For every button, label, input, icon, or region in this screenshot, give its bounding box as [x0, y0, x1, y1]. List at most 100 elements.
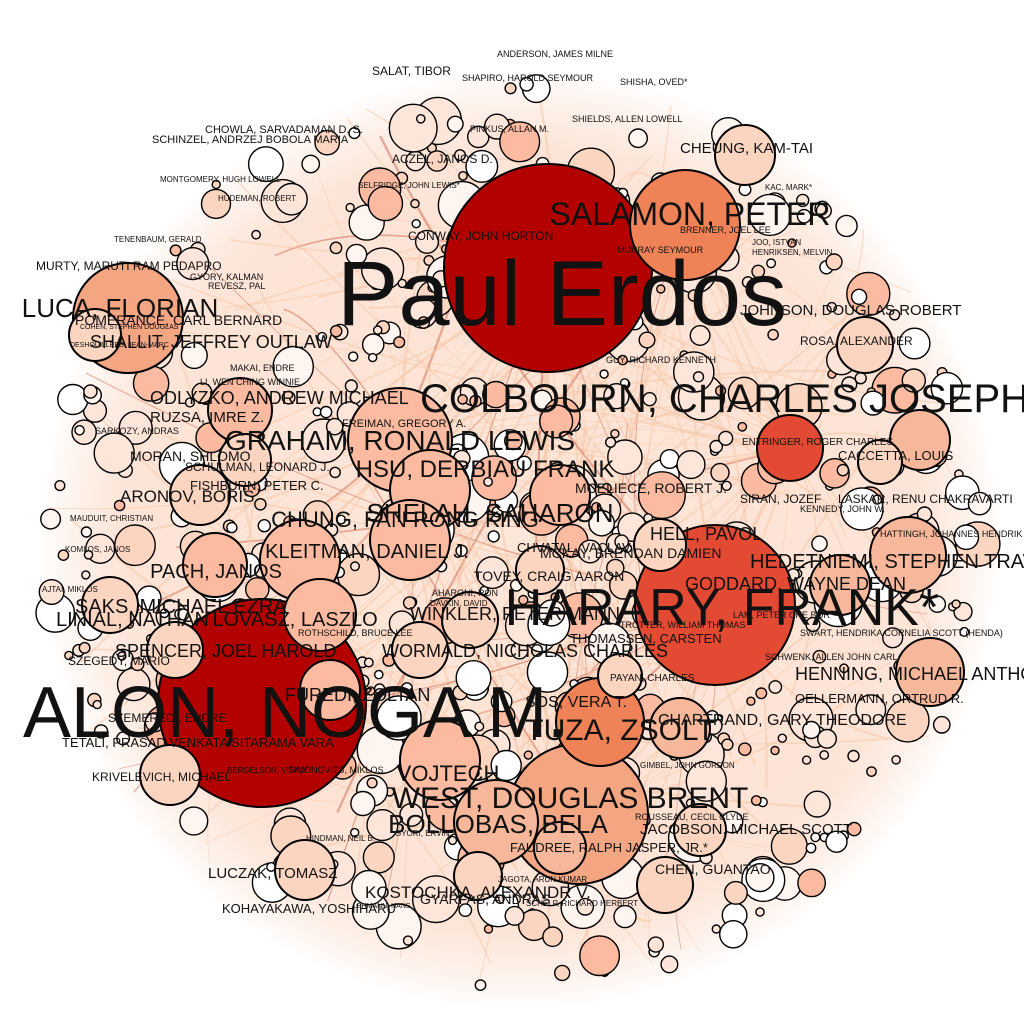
coauthor-node[interactable] [499, 121, 541, 163]
coauthor-node[interactable] [57, 383, 89, 416]
coauthor-node[interactable] [659, 449, 680, 470]
coauthor-node[interactable] [92, 699, 102, 710]
coauthor-node[interactable] [363, 657, 374, 668]
coauthor-node[interactable] [426, 150, 448, 172]
coauthor-node[interactable] [787, 238, 797, 248]
node-faudree[interactable] [533, 821, 587, 875]
coauthor-node[interactable] [588, 509, 615, 537]
coauthor-node[interactable] [329, 241, 343, 255]
coauthor-node[interactable] [411, 218, 421, 229]
coauthor-node[interactable] [801, 755, 812, 765]
node-wormald[interactable] [391, 621, 449, 679]
node-krivelevich[interactable] [139, 744, 201, 806]
coauthor-node[interactable] [617, 354, 629, 366]
coauthor-node[interactable] [741, 276, 755, 289]
node-jacobson[interactable] [673, 803, 727, 857]
node-rosa[interactable] [836, 316, 894, 374]
coauthor-node[interactable] [272, 345, 315, 388]
node-winkler[interactable] [441, 591, 499, 649]
coauthor-node[interactable] [817, 728, 838, 749]
node-goddard[interactable] [809, 554, 871, 616]
coauthor-node[interactable] [748, 193, 792, 237]
coauthor-node[interactable] [647, 936, 664, 953]
coauthor-node[interactable] [872, 494, 883, 505]
coauthor-node[interactable] [967, 491, 992, 516]
coauthor-node[interactable] [619, 378, 630, 388]
coauthor-node[interactable] [275, 182, 308, 216]
coauthor-node[interactable] [466, 125, 490, 149]
coauthor-node[interactable] [446, 115, 464, 133]
coauthor-node[interactable] [251, 229, 262, 240]
node-chung[interactable] [369, 499, 451, 581]
coauthor-node[interactable] [866, 766, 877, 777]
coauthor-node[interactable] [226, 521, 238, 534]
node-salamon[interactable] [629, 169, 741, 281]
node-shallit[interactable] [68, 308, 122, 362]
coauthor-node[interactable] [329, 324, 343, 338]
coauthor-node[interactable] [835, 214, 858, 238]
coauthor-node[interactable] [344, 379, 358, 393]
coauthor-node[interactable] [57, 549, 70, 562]
coauthor-node[interactable] [93, 432, 135, 474]
coauthor-node[interactable] [673, 351, 715, 393]
coauthor-node[interactable] [755, 687, 768, 700]
coauthor-node[interactable] [770, 745, 780, 756]
coauthor-node[interactable] [373, 669, 384, 680]
coauthor-node[interactable] [805, 616, 821, 633]
coauthor-node[interactable] [610, 429, 620, 439]
coauthor-node[interactable] [117, 651, 127, 661]
coauthor-node[interactable] [360, 247, 405, 291]
node-caccetta[interactable] [857, 439, 903, 485]
coauthor-node[interactable] [455, 544, 468, 557]
coauthor-node[interactable] [281, 390, 296, 405]
coauthor-node[interactable] [721, 480, 732, 491]
coauthor-node[interactable] [891, 755, 901, 765]
coauthor-node[interactable] [676, 450, 706, 480]
coauthor-node[interactable] [825, 830, 848, 853]
coauthor-node[interactable] [169, 244, 182, 257]
node-payan[interactable] [597, 653, 643, 699]
coauthor-node[interactable] [885, 698, 930, 743]
coauthor-node[interactable] [81, 570, 91, 580]
coauthor-node[interactable] [412, 875, 461, 924]
node-chartrand[interactable] [649, 697, 711, 759]
coauthor-node[interactable] [482, 380, 510, 409]
coauthor-node[interactable] [465, 149, 499, 183]
coauthor-node[interactable] [325, 417, 344, 436]
coauthor-node[interactable] [607, 439, 643, 475]
node-spencer[interactable] [146, 621, 204, 679]
coauthor-node[interactable] [860, 390, 886, 416]
coauthor-node[interactable] [519, 77, 534, 92]
coauthor-node[interactable] [200, 188, 232, 220]
coauthor-node[interactable] [599, 369, 609, 379]
coauthor-node[interactable] [898, 327, 931, 360]
coauthor-node[interactable] [116, 731, 131, 746]
coauthor-node[interactable] [738, 742, 752, 757]
coauthor-node[interactable] [399, 802, 424, 827]
coauthor-node[interactable] [504, 905, 525, 926]
coauthor-node[interactable] [366, 808, 399, 842]
coauthor-node[interactable] [888, 309, 901, 321]
coauthor-node[interactable] [80, 526, 93, 538]
node-rodl[interactable] [399, 719, 481, 801]
coauthor-node[interactable] [537, 599, 566, 627]
coauthor-node[interactable] [576, 897, 595, 916]
node-hedetniemi[interactable] [869, 516, 947, 594]
coauthor-node[interactable] [692, 371, 705, 383]
coauthor-node[interactable] [606, 558, 625, 578]
coauthor-node[interactable] [454, 149, 467, 162]
coauthor-node[interactable] [376, 695, 422, 741]
coauthor-node[interactable] [928, 595, 947, 614]
coauthor-node[interactable] [345, 202, 355, 213]
coauthor-node[interactable] [855, 694, 887, 726]
coauthor-node[interactable] [504, 431, 523, 451]
coauthor-node[interactable] [766, 258, 777, 269]
node-colbourn[interactable] [756, 414, 824, 482]
coauthor-node[interactable] [727, 376, 761, 410]
coauthor-node[interactable] [901, 368, 926, 393]
coauthor-node[interactable] [723, 880, 748, 905]
coauthor-node[interactable] [351, 869, 387, 906]
coauthor-node[interactable] [750, 795, 762, 806]
node-henning[interactable] [895, 637, 965, 707]
coauthor-node[interactable] [474, 721, 485, 732]
